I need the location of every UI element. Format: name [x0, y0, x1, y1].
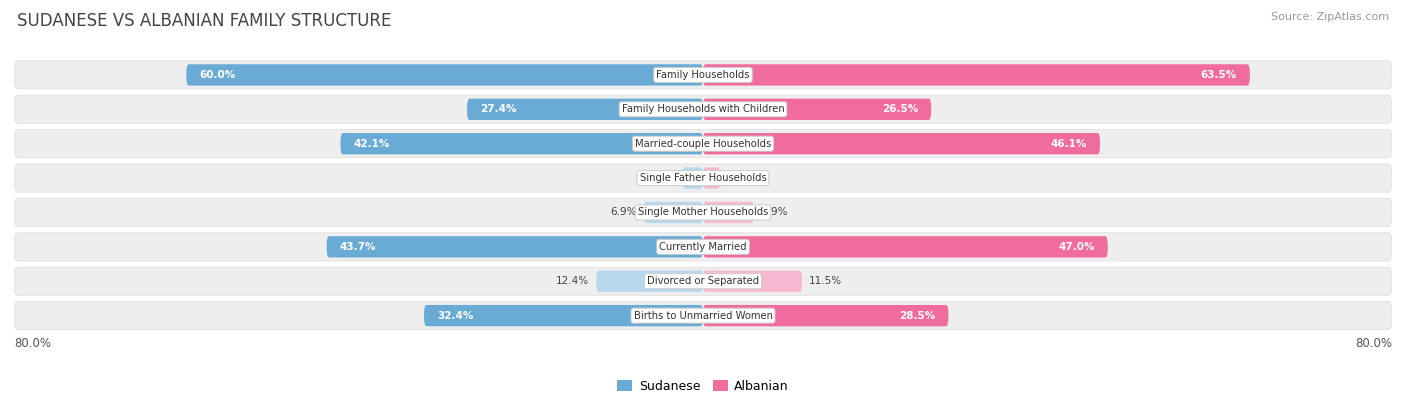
Legend: Sudanese, Albanian: Sudanese, Albanian	[613, 375, 793, 395]
FancyBboxPatch shape	[186, 64, 703, 86]
FancyBboxPatch shape	[703, 271, 801, 292]
FancyBboxPatch shape	[340, 133, 703, 154]
FancyBboxPatch shape	[14, 61, 1392, 89]
FancyBboxPatch shape	[425, 305, 703, 326]
FancyBboxPatch shape	[14, 95, 1392, 123]
Text: 2.4%: 2.4%	[650, 173, 675, 183]
Text: 27.4%: 27.4%	[479, 104, 516, 114]
FancyBboxPatch shape	[14, 301, 1392, 330]
FancyBboxPatch shape	[326, 236, 703, 258]
Text: 26.5%: 26.5%	[882, 104, 918, 114]
Text: Divorced or Separated: Divorced or Separated	[647, 276, 759, 286]
Text: Single Father Households: Single Father Households	[640, 173, 766, 183]
FancyBboxPatch shape	[14, 164, 1392, 192]
Text: 46.1%: 46.1%	[1050, 139, 1087, 149]
Text: 80.0%: 80.0%	[14, 337, 51, 350]
FancyBboxPatch shape	[703, 236, 1108, 258]
FancyBboxPatch shape	[467, 99, 703, 120]
FancyBboxPatch shape	[14, 267, 1392, 295]
Text: 5.9%: 5.9%	[761, 207, 787, 218]
Text: 47.0%: 47.0%	[1059, 242, 1095, 252]
Text: 6.9%: 6.9%	[610, 207, 637, 218]
FancyBboxPatch shape	[682, 167, 703, 189]
Text: 43.7%: 43.7%	[340, 242, 375, 252]
FancyBboxPatch shape	[703, 167, 720, 189]
Text: 32.4%: 32.4%	[437, 310, 474, 321]
Text: Currently Married: Currently Married	[659, 242, 747, 252]
FancyBboxPatch shape	[14, 198, 1392, 227]
Text: 2.0%: 2.0%	[727, 173, 754, 183]
Text: 28.5%: 28.5%	[900, 310, 935, 321]
Text: Married-couple Households: Married-couple Households	[636, 139, 770, 149]
Text: 42.1%: 42.1%	[353, 139, 389, 149]
FancyBboxPatch shape	[14, 130, 1392, 158]
FancyBboxPatch shape	[703, 133, 1099, 154]
Text: Births to Unmarried Women: Births to Unmarried Women	[634, 310, 772, 321]
FancyBboxPatch shape	[703, 99, 931, 120]
Text: SUDANESE VS ALBANIAN FAMILY STRUCTURE: SUDANESE VS ALBANIAN FAMILY STRUCTURE	[17, 12, 391, 30]
Text: 60.0%: 60.0%	[200, 70, 235, 80]
Text: 80.0%: 80.0%	[1355, 337, 1392, 350]
Text: Family Households: Family Households	[657, 70, 749, 80]
FancyBboxPatch shape	[596, 271, 703, 292]
FancyBboxPatch shape	[14, 233, 1392, 261]
FancyBboxPatch shape	[703, 64, 1250, 86]
FancyBboxPatch shape	[703, 305, 949, 326]
Text: 12.4%: 12.4%	[557, 276, 589, 286]
Text: Source: ZipAtlas.com: Source: ZipAtlas.com	[1271, 12, 1389, 22]
Text: Family Households with Children: Family Households with Children	[621, 104, 785, 114]
FancyBboxPatch shape	[703, 202, 754, 223]
Text: Single Mother Households: Single Mother Households	[638, 207, 768, 218]
FancyBboxPatch shape	[644, 202, 703, 223]
Text: 63.5%: 63.5%	[1201, 70, 1237, 80]
Text: 11.5%: 11.5%	[808, 276, 842, 286]
